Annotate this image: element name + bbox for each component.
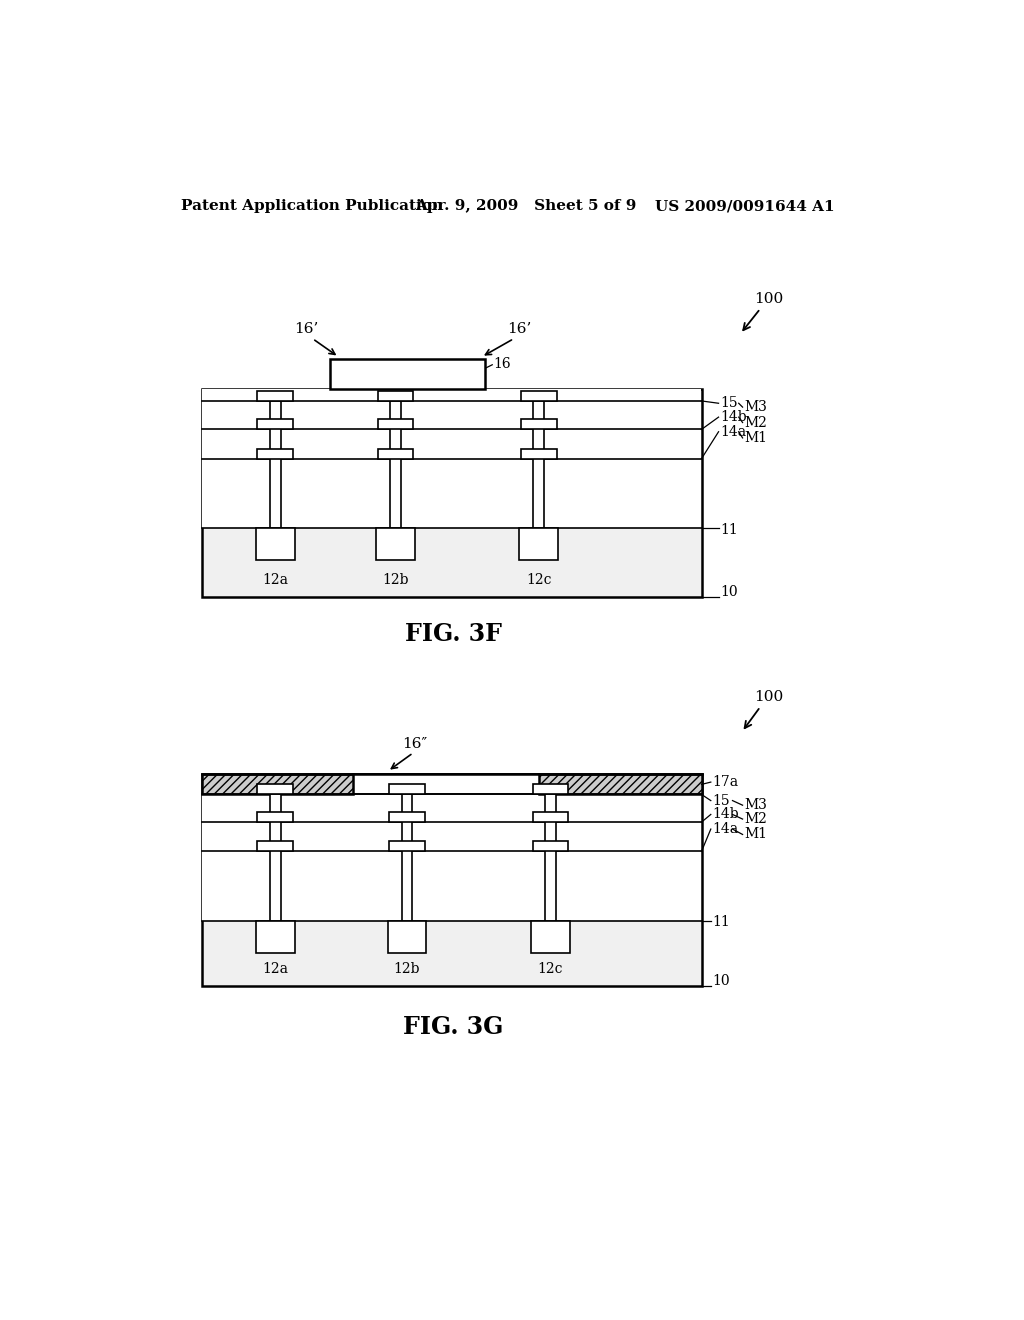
Bar: [521, 391, 557, 401]
Text: 100: 100: [755, 690, 783, 705]
Text: FIG. 3G: FIG. 3G: [403, 1015, 504, 1039]
Text: 12c: 12c: [526, 573, 552, 587]
Text: 12b: 12b: [382, 573, 409, 587]
Bar: [257, 841, 293, 851]
Bar: [257, 812, 293, 822]
Bar: [203, 389, 700, 528]
Bar: [389, 841, 425, 851]
Text: 12b: 12b: [394, 962, 420, 977]
Text: 11: 11: [713, 915, 730, 929]
Text: 100: 100: [755, 292, 783, 305]
Bar: [270, 795, 281, 921]
Bar: [389, 784, 425, 795]
Text: M2: M2: [744, 416, 767, 429]
Text: FIG. 3F: FIG. 3F: [406, 622, 502, 647]
Text: Patent Application Publication: Patent Application Publication: [180, 199, 442, 213]
Bar: [352, 775, 539, 795]
Bar: [376, 528, 415, 561]
Bar: [202, 775, 352, 795]
Bar: [257, 784, 293, 795]
Text: 12a: 12a: [262, 962, 288, 977]
Text: M1: M1: [744, 828, 767, 841]
Text: 14b: 14b: [720, 411, 746, 424]
Text: M2: M2: [744, 812, 767, 826]
Bar: [531, 921, 569, 953]
Bar: [203, 795, 700, 921]
Bar: [521, 420, 557, 429]
Bar: [532, 841, 568, 851]
Bar: [202, 775, 701, 986]
Text: M1: M1: [744, 430, 767, 445]
Bar: [378, 420, 414, 429]
Text: 17a: 17a: [713, 775, 738, 789]
Bar: [388, 921, 426, 953]
Bar: [257, 420, 293, 429]
Bar: [545, 795, 556, 921]
Text: 16’: 16’: [294, 322, 318, 337]
Text: 10: 10: [713, 974, 730, 987]
Bar: [202, 389, 701, 598]
Text: 16″: 16″: [402, 737, 427, 751]
Text: 14a: 14a: [720, 425, 746, 438]
Text: M3: M3: [744, 799, 767, 812]
Bar: [521, 449, 557, 459]
Bar: [270, 401, 281, 528]
Text: 16’: 16’: [507, 322, 531, 337]
Text: 10: 10: [720, 585, 737, 599]
Bar: [390, 401, 400, 528]
Bar: [257, 391, 293, 401]
Bar: [389, 812, 425, 822]
Bar: [256, 528, 295, 561]
Text: 14a: 14a: [713, 822, 738, 836]
Bar: [534, 401, 544, 528]
Bar: [401, 795, 413, 921]
Text: 14b: 14b: [713, 808, 739, 821]
Text: 11: 11: [720, 523, 738, 536]
Text: 15: 15: [713, 793, 730, 808]
Bar: [378, 391, 414, 401]
Text: M3: M3: [744, 400, 767, 414]
Text: Apr. 9, 2009   Sheet 5 of 9: Apr. 9, 2009 Sheet 5 of 9: [415, 199, 636, 213]
Text: 12a: 12a: [262, 573, 288, 587]
Bar: [532, 784, 568, 795]
Text: 16: 16: [494, 356, 511, 371]
Bar: [378, 449, 414, 459]
Bar: [257, 449, 293, 459]
Bar: [532, 812, 568, 822]
Bar: [256, 921, 295, 953]
Bar: [539, 775, 701, 795]
Text: 12c: 12c: [538, 962, 563, 977]
Text: US 2009/0091644 A1: US 2009/0091644 A1: [655, 199, 835, 213]
Bar: [519, 528, 558, 561]
Text: 15: 15: [720, 396, 737, 411]
Bar: [330, 359, 484, 389]
